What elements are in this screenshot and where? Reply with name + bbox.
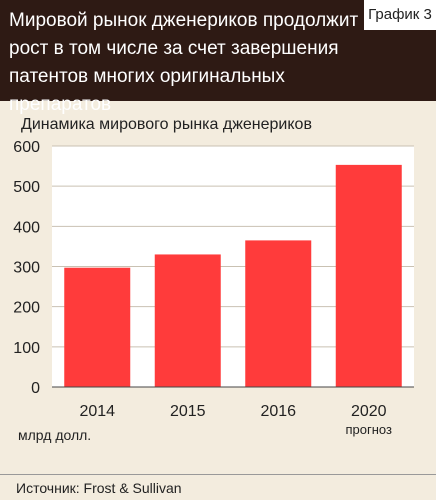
bar: [245, 240, 312, 387]
chart-headline: Мировой рынок дженериков продолжит рост …: [9, 10, 359, 115]
y-tick-label: 500: [13, 179, 40, 196]
forecast-note: прогноз: [346, 422, 393, 437]
bar: [64, 267, 131, 387]
y-tick-label: 200: [13, 300, 40, 317]
bar: [335, 164, 402, 387]
bar: [154, 254, 221, 387]
y-tick-label: 0: [31, 380, 40, 397]
footer-divider: [0, 474, 436, 475]
y-tick-label: 100: [13, 340, 40, 357]
source-note: Источник: Frost & Sullivan: [16, 480, 182, 496]
header-bar: Мировой рынок дженериков продолжит рост …: [0, 0, 436, 115]
x-tick-label: 2020: [351, 403, 387, 420]
chart-title: Динамика мирового рынка дженериков: [21, 116, 312, 133]
chart-number-tag: График 3: [364, 0, 436, 30]
y-tick-label: 600: [13, 139, 40, 156]
y-tick-label: 400: [13, 219, 40, 236]
y-tick-label: 300: [13, 260, 40, 277]
x-tick-label: 2016: [260, 403, 296, 420]
x-tick-label: 2015: [170, 403, 206, 420]
x-tick-label: 2014: [79, 403, 115, 420]
unit-label: млрд долл.: [18, 427, 92, 443]
